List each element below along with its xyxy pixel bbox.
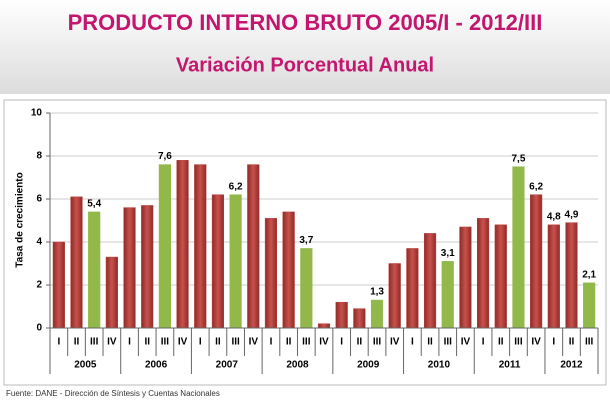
- bar: [583, 282, 596, 329]
- bar: [317, 323, 331, 329]
- y-tick-label: 4: [36, 237, 42, 248]
- data-label: 6,2: [229, 181, 243, 192]
- bar: [123, 207, 136, 329]
- data-label: 4,8: [547, 211, 561, 222]
- x-group-label: 2005: [74, 360, 97, 371]
- bar: [406, 248, 419, 329]
- bar: [229, 194, 242, 329]
- header-band: [0, 0, 610, 94]
- x-tick-label: II: [286, 337, 292, 348]
- chart-title: PRODUCTO INTERNO BRUTO 2005/I - 2012/III: [68, 10, 543, 35]
- x-tick-label: IV: [178, 337, 188, 348]
- x-tick-label: I: [552, 337, 555, 348]
- data-label: 5,4: [87, 199, 101, 210]
- y-tick-label: 8: [36, 151, 42, 162]
- data-label: 3,7: [299, 235, 313, 246]
- bar: [370, 299, 384, 329]
- bar: [176, 160, 189, 329]
- x-tick-label: I: [199, 337, 202, 348]
- bar: [264, 218, 278, 329]
- x-tick-label: IV: [531, 337, 541, 348]
- x-group-label: 2011: [499, 360, 521, 371]
- bar: [105, 256, 118, 329]
- bar: [158, 164, 171, 329]
- x-tick-label: I: [411, 337, 414, 348]
- x-tick-label: I: [57, 337, 60, 348]
- x-tick-label: II: [569, 337, 575, 348]
- bar: [70, 196, 83, 329]
- bar: [388, 263, 401, 329]
- y-tick-label: 0: [36, 323, 42, 334]
- bar: [547, 224, 560, 329]
- x-tick-label: II: [74, 337, 80, 348]
- bar: [441, 261, 454, 329]
- bar: [459, 226, 472, 329]
- x-tick-label: II: [427, 337, 433, 348]
- bar: [282, 211, 295, 329]
- bar: [247, 164, 260, 329]
- x-tick-label: III: [514, 337, 523, 348]
- y-axis-label: Tasa de crecimiento: [15, 172, 26, 267]
- data-label: 3,1: [441, 248, 455, 259]
- x-group-label: 2006: [145, 360, 168, 371]
- x-tick-label: I: [270, 337, 273, 348]
- x-group-label: 2010: [428, 360, 451, 371]
- bar: [300, 248, 313, 329]
- x-tick-label: IV: [390, 337, 400, 348]
- y-tick-label: 10: [31, 108, 43, 119]
- x-tick-label: II: [144, 337, 150, 348]
- bar: [530, 194, 543, 329]
- bar: [477, 218, 490, 329]
- x-tick-label: III: [585, 337, 594, 348]
- bar: [141, 205, 154, 329]
- x-tick-label: IV: [319, 337, 329, 348]
- data-label: 1,3: [370, 287, 384, 298]
- x-group-label: 2012: [560, 360, 583, 371]
- bar: [353, 308, 366, 329]
- chart-subtitle: Variación Porcentual Anual: [176, 54, 434, 76]
- bar: [211, 194, 225, 329]
- chart-frame: [3, 99, 607, 386]
- x-tick-label: II: [357, 337, 363, 348]
- bar: [194, 164, 207, 329]
- x-tick-label: II: [215, 337, 221, 348]
- data-label: 2,1: [582, 269, 596, 280]
- x-tick-label: III: [90, 337, 99, 348]
- x-tick-label: I: [340, 337, 343, 348]
- bar: [423, 233, 437, 329]
- x-tick-label: III: [444, 337, 453, 348]
- x-group-label: 2008: [286, 360, 309, 371]
- bar: [565, 222, 578, 329]
- bar: [335, 301, 348, 329]
- source-note: Fuente: DANE - Dirección de Síntesis y C…: [6, 389, 220, 398]
- x-tick-label: IV: [107, 337, 117, 348]
- x-tick-label: IV: [249, 337, 259, 348]
- x-tick-label: III: [231, 337, 240, 348]
- x-tick-label: II: [498, 337, 504, 348]
- x-tick-label: III: [161, 337, 170, 348]
- bar: [88, 211, 101, 329]
- x-group-label: 2007: [216, 360, 239, 371]
- data-label: 7,6: [158, 151, 172, 162]
- data-label: 6,2: [529, 181, 543, 192]
- x-tick-label: IV: [461, 337, 471, 348]
- data-label: 4,9: [565, 209, 579, 220]
- x-tick-label: I: [128, 337, 131, 348]
- x-group-label: 2009: [357, 360, 380, 371]
- bar: [52, 241, 65, 329]
- bar: [512, 166, 525, 329]
- x-tick-label: III: [373, 337, 382, 348]
- y-tick-label: 2: [36, 280, 42, 291]
- x-tick-label: III: [302, 337, 311, 348]
- x-tick-label: I: [482, 337, 485, 348]
- data-label: 7,5: [511, 153, 525, 164]
- bar: [494, 224, 507, 329]
- y-tick-label: 6: [36, 194, 42, 205]
